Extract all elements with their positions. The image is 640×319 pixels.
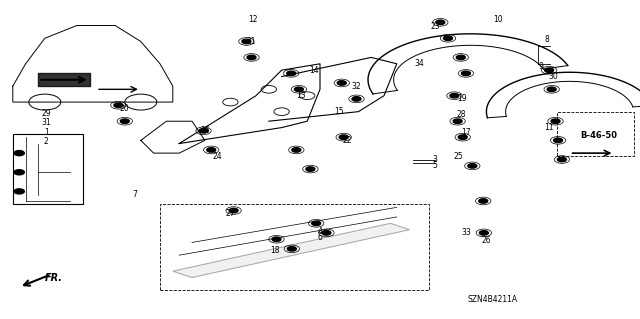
Text: 20: 20 <box>120 104 130 113</box>
Circle shape <box>322 231 331 235</box>
Text: 25: 25 <box>453 152 463 161</box>
Circle shape <box>120 119 129 123</box>
Bar <box>13 134 83 204</box>
Text: 22: 22 <box>343 136 352 145</box>
Text: 12: 12 <box>248 15 257 24</box>
Text: 28: 28 <box>456 110 465 119</box>
Text: 23: 23 <box>430 22 440 31</box>
Circle shape <box>479 199 488 203</box>
Circle shape <box>456 55 465 60</box>
Circle shape <box>468 164 477 168</box>
Text: 34: 34 <box>414 59 424 68</box>
Text: 11: 11 <box>545 123 554 132</box>
Circle shape <box>458 135 467 139</box>
Text: 8: 8 <box>545 35 550 44</box>
Text: 7: 7 <box>132 190 137 199</box>
Circle shape <box>551 119 560 123</box>
Text: 4: 4 <box>317 227 323 236</box>
Circle shape <box>479 231 488 235</box>
Text: 3: 3 <box>433 155 438 164</box>
Text: B-46-50: B-46-50 <box>580 131 617 140</box>
Text: 26: 26 <box>481 236 492 245</box>
Text: 24: 24 <box>212 152 223 161</box>
Circle shape <box>14 170 24 175</box>
Circle shape <box>272 237 281 241</box>
Circle shape <box>287 71 296 76</box>
Text: 17: 17 <box>461 128 471 137</box>
Text: 15: 15 <box>334 107 344 116</box>
Circle shape <box>444 36 452 41</box>
Text: 19: 19 <box>457 94 467 103</box>
Bar <box>557 112 634 156</box>
Circle shape <box>242 39 251 44</box>
Circle shape <box>14 151 24 156</box>
Circle shape <box>339 135 348 139</box>
Circle shape <box>199 129 208 133</box>
Circle shape <box>453 119 462 123</box>
Text: 13: 13 <box>296 91 306 100</box>
Text: 33: 33 <box>461 228 471 237</box>
Text: 2: 2 <box>44 137 49 146</box>
Circle shape <box>14 189 24 194</box>
Circle shape <box>312 221 321 226</box>
Circle shape <box>461 71 470 76</box>
Circle shape <box>247 55 256 60</box>
Circle shape <box>337 81 346 85</box>
Circle shape <box>450 93 459 98</box>
Bar <box>160 204 429 290</box>
Text: 18: 18 <box>271 246 280 255</box>
Circle shape <box>436 20 445 25</box>
Text: 10: 10 <box>493 15 503 24</box>
Text: SZN4B4211A: SZN4B4211A <box>468 295 518 304</box>
Circle shape <box>114 103 123 108</box>
Text: 6: 6 <box>317 233 323 242</box>
Polygon shape <box>173 223 410 278</box>
Circle shape <box>306 167 315 171</box>
Circle shape <box>292 148 301 152</box>
Text: 27: 27 <box>225 209 236 218</box>
Circle shape <box>229 208 238 213</box>
Text: 31: 31 <box>41 118 51 127</box>
Circle shape <box>207 148 216 152</box>
Text: 29: 29 <box>41 109 51 118</box>
Text: FR.: FR. <box>45 273 63 283</box>
Text: 1: 1 <box>44 128 49 137</box>
Circle shape <box>287 247 296 251</box>
Circle shape <box>352 97 361 101</box>
Text: 32: 32 <box>351 82 361 91</box>
Circle shape <box>294 87 303 92</box>
Circle shape <box>554 138 563 143</box>
Text: 14: 14 <box>308 66 319 75</box>
Text: 16: 16 <box>200 126 210 135</box>
Text: 5: 5 <box>433 161 438 170</box>
Circle shape <box>557 157 566 162</box>
Text: 30: 30 <box>548 72 559 81</box>
Circle shape <box>545 68 554 72</box>
Text: 9: 9 <box>538 63 543 71</box>
Text: 21: 21 <box>247 37 256 46</box>
Circle shape <box>547 87 556 92</box>
